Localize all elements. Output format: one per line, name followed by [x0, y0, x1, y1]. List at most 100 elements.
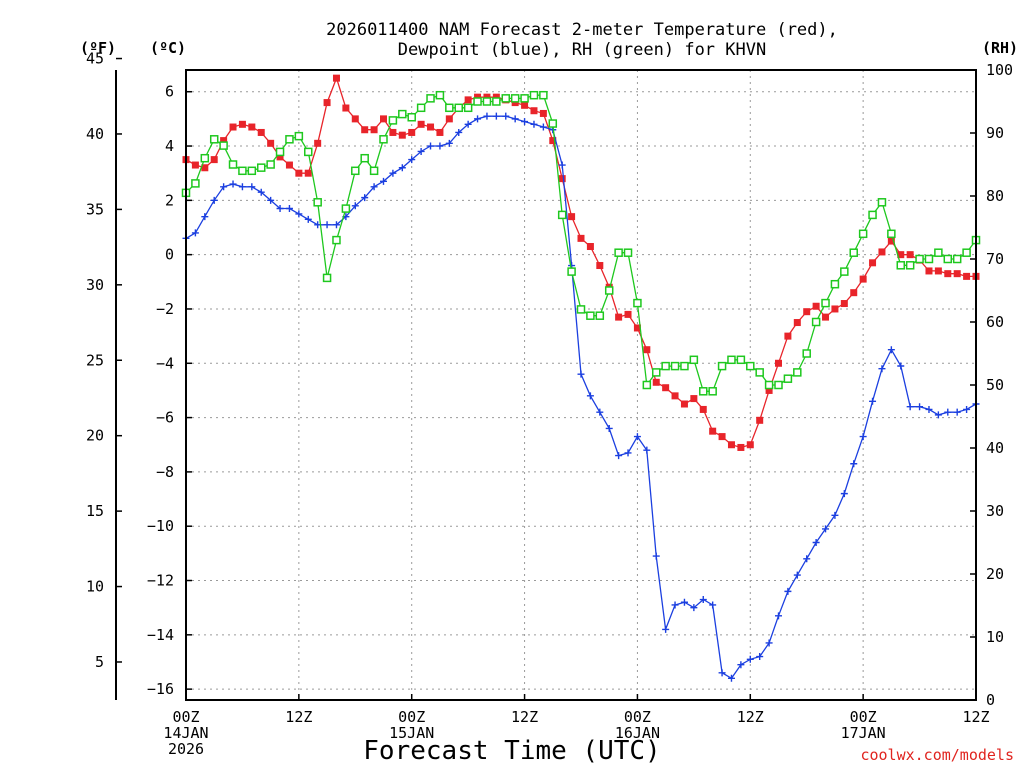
dewpoint-point: [596, 408, 604, 416]
celsius-tick-label: 0: [165, 246, 174, 264]
time-tick-label: 00Z: [850, 708, 877, 726]
time-tick-label: 12Z: [285, 708, 312, 726]
temperature-point: [803, 308, 811, 316]
temperature-point: [680, 400, 688, 408]
rh-unit-label: (RH): [982, 39, 1018, 57]
dewpoint-point: [210, 196, 218, 204]
temperature-point: [840, 300, 848, 308]
chart-title-line-2: Dewpoint (blue), RH (green) for KHVN: [398, 40, 766, 60]
rh-point: [849, 248, 858, 257]
time-tick-label: 00Z: [398, 708, 425, 726]
temperature-point: [727, 441, 735, 449]
temperature-point: [408, 128, 416, 136]
fahrenheit-tick-label: 25: [86, 351, 104, 369]
temperature-point: [474, 93, 482, 101]
dewpoint-point: [370, 183, 378, 191]
celsius-tick-label: −12: [147, 572, 174, 590]
dewpoint-point: [699, 596, 707, 604]
x-axis-label: Forecast Time (UTC): [363, 736, 660, 766]
temperature-point: [539, 109, 547, 117]
celsius-tick-label: −10: [147, 517, 174, 535]
rh-tick-label: 20: [986, 565, 1004, 583]
dewpoint-point: [906, 403, 914, 411]
rh-point: [285, 135, 294, 144]
celsius-tick-label: −8: [156, 463, 174, 481]
dewpoint-point: [398, 164, 406, 172]
dewpoint-point: [963, 405, 971, 413]
dewpoint-point: [680, 598, 688, 606]
celsius-tick-label: −4: [156, 354, 174, 372]
rh-tick-label: 10: [986, 628, 1004, 646]
rh-point: [858, 229, 868, 239]
temperature-point: [417, 120, 425, 128]
dewpoint-point: [351, 202, 359, 210]
dewpoint-point: [765, 639, 773, 647]
temperature-point: [897, 251, 905, 259]
celsius-tick-label: −14: [147, 626, 174, 644]
dewpoint-point: [605, 424, 613, 432]
rh-point: [510, 94, 520, 103]
rh-point: [416, 103, 426, 113]
dewpoint-point: [746, 655, 754, 663]
temperature-point: [887, 237, 895, 245]
temperature-point: [257, 128, 265, 136]
fahrenheit-tick-label: 5: [95, 653, 104, 671]
rh-point: [727, 355, 736, 365]
fahrenheit-tick-label: 35: [86, 200, 104, 218]
temperature-point: [831, 305, 839, 313]
rh-point: [557, 210, 567, 220]
dewpoint-point: [944, 408, 952, 416]
temperature-point: [238, 120, 246, 128]
rh-point: [209, 135, 219, 144]
dewpoint-point: [737, 661, 745, 669]
time-tick-label: 00Z: [172, 708, 199, 726]
rh-point: [736, 355, 746, 365]
dewpoint-point: [257, 188, 265, 196]
rh-point: [294, 131, 304, 141]
rh-point: [764, 380, 774, 390]
rh-point: [633, 298, 642, 308]
rh-point: [313, 198, 322, 207]
rh-point: [934, 248, 943, 257]
dewpoint-point: [492, 112, 500, 120]
temperature-point: [784, 332, 792, 340]
rh-tick-label: 40: [986, 439, 1004, 457]
temperature-point: [624, 310, 632, 318]
temperature-point: [464, 96, 472, 104]
dewpoint-point: [389, 169, 397, 177]
rh-point: [435, 90, 445, 100]
dewpoint-point: [220, 183, 228, 191]
temperature-line: [185, 76, 976, 449]
dewpoint-point: [530, 120, 538, 128]
temperature-point: [671, 392, 679, 400]
dewpoint-point: [869, 397, 877, 405]
temperature-point: [869, 259, 877, 267]
temperature-point: [492, 93, 500, 101]
rh-point: [332, 235, 341, 245]
rh-point: [529, 90, 539, 100]
dewpoint-point: [652, 552, 660, 560]
temperature-point: [925, 267, 933, 275]
dewpoint-point: [558, 161, 566, 169]
dewpoint-point: [229, 180, 237, 188]
rh-point: [802, 349, 811, 358]
rh-point: [322, 273, 332, 283]
temperature-point: [445, 115, 453, 123]
celsius-tick-label: 4: [165, 137, 174, 155]
dewpoint-point: [248, 183, 256, 191]
dewpoint-point: [332, 221, 340, 229]
temperature-point: [690, 395, 698, 403]
rh-point: [943, 254, 953, 264]
temperature-point: [380, 115, 387, 123]
time-tick-label: 15JAN: [389, 724, 434, 742]
temperature-point: [906, 251, 914, 259]
temperature-point: [549, 137, 557, 145]
rh-tick-label: 100: [986, 61, 1013, 79]
temperature-point: [295, 169, 303, 177]
temperature-point: [276, 153, 284, 161]
fahrenheit-axis-ticks: 5 10 15 20 25 30 35 40 45: [86, 50, 122, 671]
rh-point: [952, 254, 962, 264]
dewpoint-point: [408, 156, 416, 164]
rh-point: [520, 94, 529, 103]
temperature-point: [558, 175, 566, 183]
